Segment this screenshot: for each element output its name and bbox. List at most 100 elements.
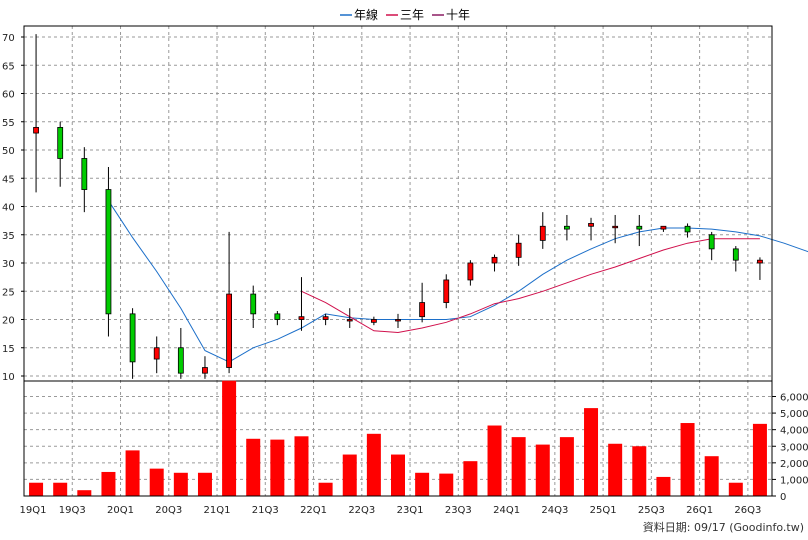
- candle-body: [370, 319, 377, 323]
- candle-body: [684, 225, 691, 233]
- candle-body: [322, 316, 329, 320]
- candle: [588, 217, 594, 241]
- candle: [202, 356, 208, 379]
- volume-bar: [535, 444, 550, 496]
- price-tick-label: 65: [2, 61, 15, 72]
- candle: [757, 257, 763, 280]
- volume-bar: [584, 408, 599, 496]
- volume-bar: [294, 436, 309, 496]
- legend-label: 年線: [354, 7, 378, 22]
- volume-bar: [366, 433, 381, 496]
- candle: [274, 311, 281, 326]
- candle-body: [274, 313, 281, 320]
- volume-bar: [680, 423, 695, 496]
- candle-body: [250, 293, 257, 315]
- candle: [322, 313, 329, 326]
- candle: [539, 212, 546, 249]
- candle: [250, 285, 257, 328]
- x-tick-label: 19Q3: [59, 505, 86, 516]
- volume-tick-label: 3,000: [780, 442, 808, 453]
- volume-bar: [173, 472, 188, 496]
- volume-bar: [608, 443, 623, 496]
- legend: 年線 三年 十年: [340, 7, 470, 22]
- volume-bar: [656, 476, 671, 496]
- volume-bar: [149, 468, 164, 496]
- candle: [57, 121, 64, 187]
- candle-body: [588, 223, 594, 227]
- candle-body: [491, 256, 498, 264]
- price-tick-label: 45: [2, 174, 15, 185]
- volume-bar: [704, 456, 719, 496]
- moving-average-lines: [108, 200, 808, 363]
- candle: [153, 336, 160, 374]
- volume-bar: [101, 471, 116, 496]
- candle-body: [757, 259, 763, 264]
- volume-bar: [222, 380, 237, 496]
- x-axis: 19Q1 19Q3 20Q1 20Q3 21Q1 21Q3 22Q1 22Q3 23Q1 23Q3…: [20, 505, 762, 516]
- candle-body: [226, 293, 232, 368]
- candle-body: [660, 225, 667, 230]
- candle-body: [153, 347, 160, 360]
- candle: [443, 274, 450, 309]
- volume-bar: [391, 454, 405, 496]
- candle: [33, 34, 39, 193]
- volume-bar: [559, 437, 574, 496]
- price-tick-label: 55: [2, 118, 15, 129]
- candle: [177, 327, 184, 379]
- candle: [419, 282, 426, 323]
- candle-body: [177, 347, 184, 374]
- volume-bar: [511, 437, 526, 496]
- candle: [708, 231, 715, 261]
- price-tick-label: 35: [2, 231, 15, 242]
- volume-bar: [752, 423, 767, 496]
- volume-tick-label: 6,000: [780, 393, 808, 404]
- candle: [467, 260, 474, 286]
- x-tick-label: 22Q3: [348, 505, 375, 516]
- volume-bar: [342, 454, 357, 496]
- candle: [660, 225, 667, 232]
- volume-bar: [197, 472, 212, 496]
- price-tick-label: 40: [2, 203, 15, 214]
- price-tick-label: 70: [2, 33, 15, 44]
- price-axis: 10 15 20 25 30 35 40 45 50 55 60 65 70: [2, 33, 24, 383]
- candle: [612, 214, 619, 244]
- price-tick-label: 25: [2, 287, 15, 298]
- x-tick-label: 25Q3: [638, 505, 665, 516]
- volume-bar: [463, 461, 478, 496]
- x-tick-label: 26Q3: [734, 505, 761, 516]
- volume-bar: [246, 438, 261, 496]
- candle: [515, 234, 522, 266]
- x-tick-label: 24Q1: [493, 505, 520, 516]
- volume-bar: [439, 473, 454, 496]
- volume-tick-label: 2,000: [780, 459, 808, 470]
- candle: [370, 316, 377, 326]
- candle: [684, 223, 691, 238]
- candle-body: [708, 234, 715, 250]
- candle-body: [57, 127, 64, 159]
- volume-bar: [29, 482, 44, 496]
- x-tick-label: 19Q1: [20, 505, 47, 516]
- footer-source: 資料日期: 09/17 (Goodinfo.tw): [643, 520, 804, 534]
- candle: [81, 147, 88, 213]
- candle-body: [129, 313, 136, 363]
- price-tick-label: 30: [2, 259, 15, 270]
- volume-bar: [728, 482, 743, 496]
- candlesticks: [33, 34, 763, 379]
- candle-body: [419, 302, 426, 318]
- candle: [226, 231, 232, 374]
- volume-bar: [415, 472, 430, 496]
- plot-area: [24, 26, 772, 496]
- x-tick-label: 24Q3: [541, 505, 568, 516]
- volume-tick-label: 0: [780, 492, 786, 503]
- candle-body: [202, 367, 208, 374]
- candle-body: [732, 248, 739, 261]
- volume-bar: [632, 446, 647, 496]
- x-tick-label: 23Q1: [397, 505, 424, 516]
- x-tick-label: 20Q3: [155, 505, 182, 516]
- price-tick-label: 15: [2, 344, 15, 355]
- volume-axis: 0 1,000 2,000 3,000 4,000 5,000 6,000: [772, 393, 808, 503]
- candle: [298, 277, 305, 331]
- x-tick-label: 22Q1: [300, 505, 327, 516]
- x-tick-label: 25Q1: [590, 505, 617, 516]
- x-tick-label: 26Q1: [686, 505, 713, 516]
